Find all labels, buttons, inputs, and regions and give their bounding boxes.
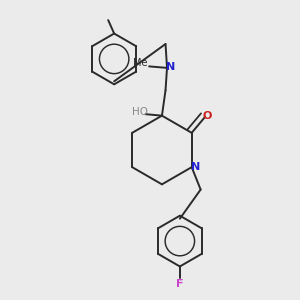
Text: O: O <box>203 111 212 121</box>
Text: Me: Me <box>133 58 147 68</box>
Text: N: N <box>166 62 175 72</box>
Text: F: F <box>176 279 184 289</box>
Text: HO: HO <box>131 107 148 117</box>
Text: N: N <box>191 162 200 172</box>
